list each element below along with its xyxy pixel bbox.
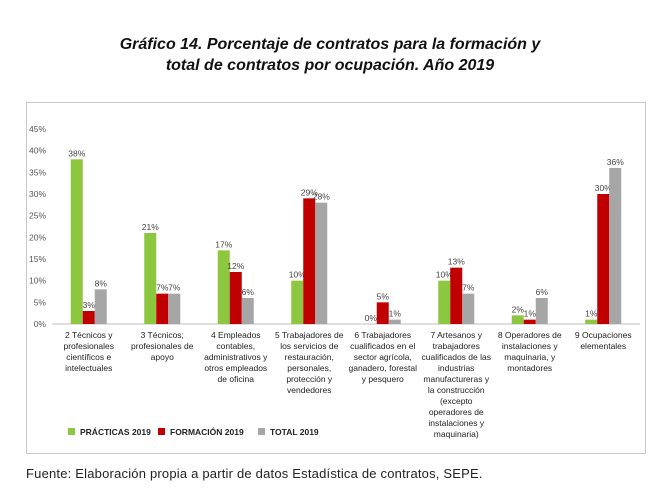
legend-swatch bbox=[158, 428, 165, 435]
y-tick-label: 20% bbox=[29, 232, 46, 242]
source-note: Fuente: Elaboración propia a partir de d… bbox=[26, 466, 483, 481]
bar-3-5 bbox=[388, 319, 401, 324]
y-tick-label: 15% bbox=[29, 254, 46, 264]
legend-label: PRÁCTICAS 2019 bbox=[80, 427, 151, 437]
category-label: 5 Trabajadores de los servicios de restaur… bbox=[275, 330, 344, 395]
bar-1-7 bbox=[511, 315, 524, 324]
data-label: 10% bbox=[289, 270, 306, 280]
y-tick-label: 35% bbox=[29, 167, 46, 177]
category-label: 2 Técnicos y profesionales científicos e in… bbox=[63, 330, 114, 373]
data-label: 5% bbox=[377, 291, 390, 301]
bar-2-4 bbox=[303, 198, 316, 324]
data-label: 1% bbox=[585, 309, 598, 319]
bar-2-5 bbox=[376, 302, 389, 324]
data-label: 29% bbox=[301, 187, 318, 197]
bar-2-1 bbox=[82, 311, 95, 324]
data-label: 6% bbox=[536, 287, 549, 297]
data-label: 7% bbox=[168, 283, 181, 293]
bar-2-7 bbox=[523, 319, 536, 324]
data-label: 36% bbox=[607, 157, 624, 167]
legend-swatch bbox=[68, 428, 75, 435]
y-tick-label: 30% bbox=[29, 189, 46, 199]
data-label: 10% bbox=[436, 270, 453, 280]
data-label: 12% bbox=[227, 261, 244, 271]
bar-2-2 bbox=[156, 293, 169, 324]
legend-swatch bbox=[258, 428, 265, 435]
y-tick-label: 40% bbox=[29, 146, 46, 156]
bar-1-4 bbox=[291, 280, 304, 324]
data-label: 17% bbox=[215, 239, 232, 249]
category-label: 6 Trabajadores cualificados en el sector a… bbox=[348, 330, 417, 384]
y-tick-label: 0% bbox=[34, 319, 47, 329]
data-label: 6% bbox=[242, 287, 255, 297]
category-label: 9 Ocupaciones elementales bbox=[575, 330, 632, 351]
bar-3-3 bbox=[241, 298, 254, 324]
category-label: 4 Empleados contables, administrativos y ot… bbox=[204, 330, 268, 384]
bar-1-8 bbox=[585, 319, 598, 324]
data-label: 13% bbox=[448, 257, 465, 267]
data-label: 7% bbox=[156, 283, 169, 293]
data-label: 1% bbox=[389, 309, 402, 319]
bar-3-1 bbox=[94, 289, 107, 324]
data-label: 38% bbox=[68, 148, 85, 158]
data-label: 0% bbox=[365, 313, 378, 323]
y-tick-label: 25% bbox=[29, 211, 46, 221]
data-label: 2% bbox=[512, 304, 525, 314]
bar-3-7 bbox=[535, 298, 548, 324]
data-label: 8% bbox=[95, 278, 108, 288]
legend-label: TOTAL 2019 bbox=[270, 427, 319, 437]
bar-1-6 bbox=[438, 280, 451, 324]
bar-1-3 bbox=[217, 250, 230, 324]
data-label: 3% bbox=[83, 300, 96, 310]
category-label: 7 Artesanos y trabajadores cualificados de… bbox=[422, 330, 491, 439]
data-label: 21% bbox=[142, 222, 159, 232]
legend-label: FORMACIÓN 2019 bbox=[170, 426, 244, 437]
bar-3-8 bbox=[609, 168, 622, 324]
chart-title-line-1: Gráfico 14. Porcentaje de contratos para… bbox=[119, 36, 541, 53]
data-label: 30% bbox=[595, 183, 612, 193]
data-label: 7% bbox=[462, 283, 475, 293]
bar-1-1 bbox=[70, 159, 83, 324]
bar-2-6 bbox=[450, 267, 463, 324]
chart-title-line-2: total de contratos por ocupación. Año 20… bbox=[165, 57, 495, 74]
y-tick-label: 45% bbox=[29, 124, 46, 134]
bar-2-8 bbox=[597, 194, 610, 324]
bar-1-2 bbox=[144, 233, 157, 324]
bar-3-6 bbox=[462, 293, 475, 324]
category-label: 3 Técnicos; profesionales de apoyo bbox=[131, 330, 194, 362]
y-tick-label: 5% bbox=[34, 297, 47, 307]
y-tick-label: 10% bbox=[29, 276, 46, 286]
bar-3-4 bbox=[315, 202, 328, 324]
bar-3-2 bbox=[168, 293, 181, 324]
chart-frame bbox=[26, 102, 646, 454]
bar-2-3 bbox=[229, 272, 242, 324]
data-label: 1% bbox=[524, 309, 537, 319]
data-label: 28% bbox=[313, 192, 330, 202]
category-label: 8 Operadores de instalaciones y maquinaria… bbox=[498, 330, 562, 373]
